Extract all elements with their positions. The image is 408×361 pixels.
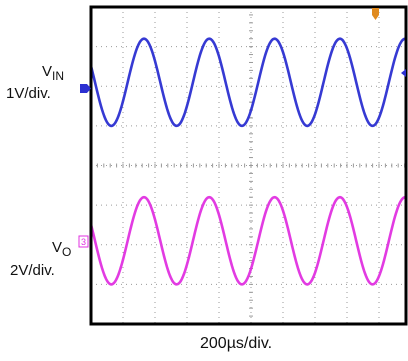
trigger-marker <box>372 8 379 15</box>
trigger-level-arrow <box>401 69 406 77</box>
vo-scale-label: 2V/div. <box>10 262 55 279</box>
trigger-marker-arrow <box>372 15 379 20</box>
ch3-marker-text: 3 <box>81 237 86 247</box>
scope-frame <box>89 5 408 326</box>
trace-vo <box>89 195 407 286</box>
x-axis-label: 200µs/div. <box>200 335 273 352</box>
ch1-marker-arrow <box>87 84 91 93</box>
vo-label: VO <box>52 239 72 260</box>
ch1-marker <box>80 84 87 93</box>
vin-scale-label: 1V/div. <box>6 85 51 102</box>
vin-label: VIN <box>42 63 65 84</box>
ch3-marker <box>78 235 89 248</box>
trace-vin <box>89 37 407 128</box>
